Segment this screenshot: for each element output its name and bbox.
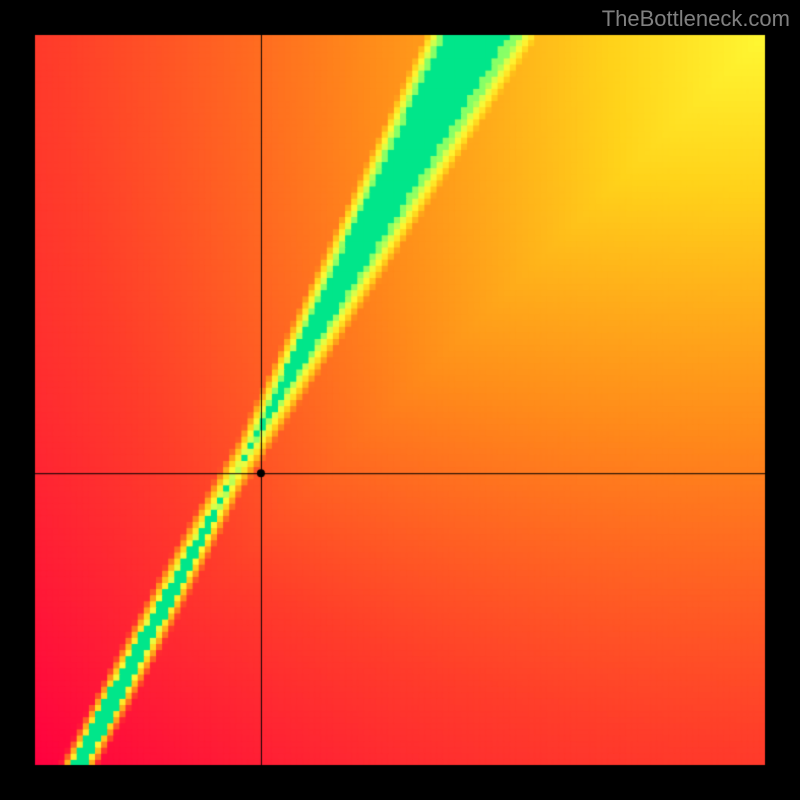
heatmap-canvas xyxy=(34,34,766,766)
watermark-label: TheBottleneck.com xyxy=(602,6,790,32)
chart-container: TheBottleneck.com xyxy=(0,0,800,800)
